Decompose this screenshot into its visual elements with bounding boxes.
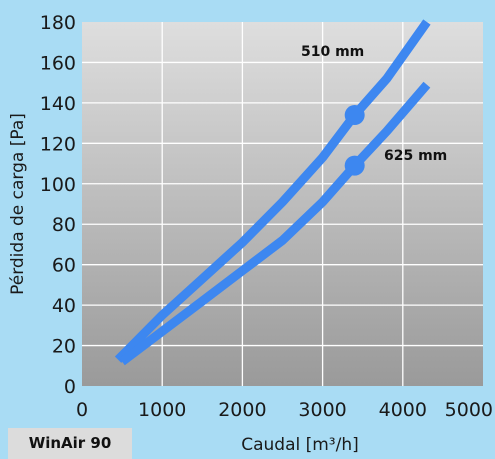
- series-marker: [344, 105, 365, 126]
- series-label: 625 mm: [384, 148, 447, 164]
- x-tick-label: 1000: [138, 399, 186, 421]
- series-label: 510 mm: [301, 44, 364, 60]
- y-tick-label: 160: [40, 52, 76, 74]
- y-tick-label: 120: [40, 133, 76, 155]
- x-tick-label: 2000: [218, 399, 266, 421]
- y-tick-label: 0: [64, 376, 76, 398]
- tick-labels: 0 20 40 60 80 100 120 140 160 180 0 1000 2000 3000 400…: [40, 12, 493, 421]
- y-tick-label: 180: [40, 12, 76, 34]
- x-axis-title: Caudal [m³/h]: [241, 435, 359, 455]
- x-tick-label: 0: [76, 399, 88, 421]
- series: [114, 19, 431, 366]
- product-badge: WinAir 90: [8, 428, 132, 459]
- y-tick-label: 100: [40, 174, 76, 196]
- y-tick-label: 140: [40, 93, 76, 115]
- x-tick-label: 3000: [298, 399, 346, 421]
- y-tick-label: 60: [52, 255, 76, 277]
- y-tick-label: 40: [52, 295, 76, 317]
- series-marker: [344, 155, 365, 176]
- series-labels: 510 mm 625 mm: [301, 44, 447, 164]
- y-axis-title: Pérdida de carga [Pa]: [8, 113, 28, 295]
- x-tick-label: 5000: [445, 399, 493, 421]
- series-line: [119, 81, 431, 366]
- series-line: [114, 19, 431, 363]
- y-tick-label: 80: [52, 214, 76, 236]
- y-tick-label: 20: [52, 336, 76, 358]
- x-tick-label: 4000: [379, 399, 427, 421]
